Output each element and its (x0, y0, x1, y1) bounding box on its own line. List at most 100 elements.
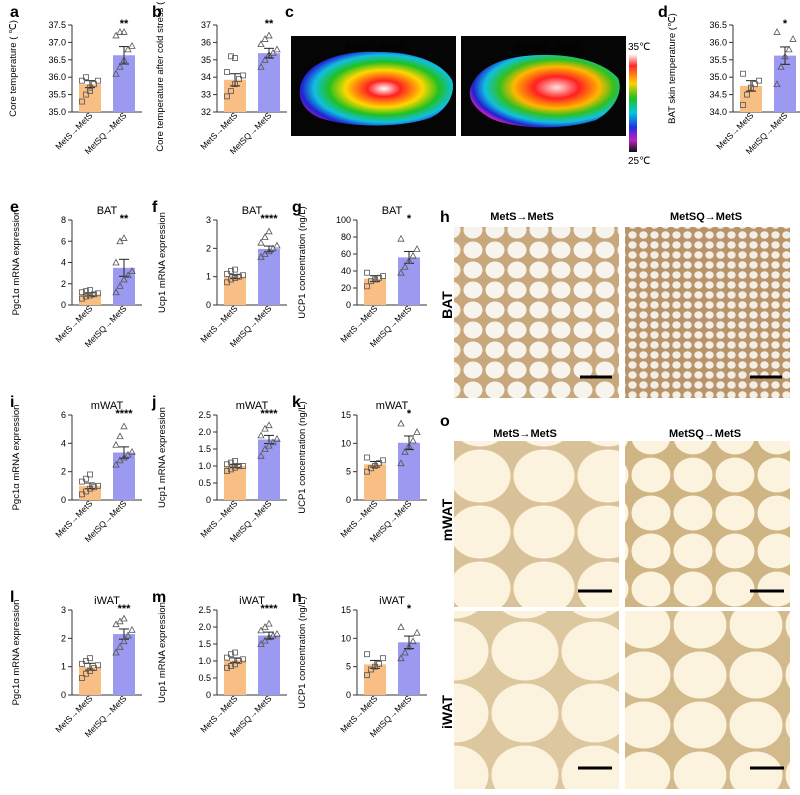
significance-marker: * (407, 213, 412, 225)
y-tick-label: 100 (336, 215, 351, 225)
data-point-triangle (401, 447, 409, 455)
y-tick-label: 0.5 (198, 673, 211, 683)
y-axis-label: Ucp1 mRNA expression (157, 212, 168, 313)
data-point-square (87, 88, 93, 95)
data-point-square (232, 661, 238, 668)
y-tick-label: 34.5 (709, 90, 727, 100)
data-point-triangle (265, 441, 273, 449)
mwat-image-mets (454, 441, 619, 607)
panel-letter-j: j (151, 394, 156, 411)
y-tick-label: 1 (61, 662, 66, 672)
bar-metsq (113, 634, 135, 695)
significance-marker: **** (260, 603, 278, 615)
data-point-triangle (261, 233, 269, 240)
data-point-triangle (261, 55, 269, 63)
data-point-triangle (116, 28, 124, 35)
thermal-mouse-metsq (469, 54, 620, 128)
y-tick-label: 80 (341, 232, 351, 242)
data-point-square (91, 484, 97, 491)
data-point-square (224, 664, 230, 671)
data-point-square (228, 459, 234, 466)
data-point-square (240, 656, 246, 663)
data-point-square (240, 463, 246, 469)
data-point-triangle (120, 614, 128, 622)
data-point-square (364, 651, 370, 658)
y-tick-label: 2.5 (198, 605, 211, 615)
data-point-triangle (261, 35, 269, 42)
y-tick-label: 2 (61, 467, 66, 477)
chart-j: j mWAT 0 0.5 1.0 1.5 2.0 2.5 Ucp1 mRNA expressio… (151, 394, 287, 544)
chart-title: mWAT (376, 400, 409, 412)
bar-mets (364, 464, 386, 500)
data-point-square (380, 655, 386, 662)
bar-metsq (113, 267, 135, 305)
data-point-square (95, 290, 101, 297)
data-point-triangle (273, 45, 281, 53)
data-point-triangle (128, 267, 136, 274)
bat-title-mets: MetS→MetS (490, 211, 554, 223)
thermal-title-metsq: MetSQ→MetS (516, 42, 581, 53)
y-tick-label: 1.5 (198, 444, 211, 454)
data-point-triangle (257, 451, 265, 459)
y-tick-label: 5 (346, 662, 351, 672)
y-axis-label: BAT skin temperature (℃) (667, 13, 678, 124)
y-axis-label: Pgc1α mRNA expression (11, 600, 22, 706)
bar-metsq (398, 442, 420, 500)
bar-metsq (258, 53, 280, 112)
panel-letter-a: a (10, 4, 19, 21)
chart-m: m iWAT 0 0.5 1.0 1.5 2.0 2.5 Ucp1 mRNA expressio… (152, 589, 287, 739)
mwat-image-metsq (625, 441, 790, 607)
panel-letter-i: i (10, 394, 14, 411)
y-axis-label: Core temperature after cold stress ( ℃) (155, 0, 166, 152)
chart-b: b 32 33 34 35 36 37 Core temperature after cold… (152, 0, 287, 156)
chart-g: g BAT 0 20 40 60 80 100 UCP1 concentration (ng/L… (292, 199, 427, 349)
data-point-square (87, 287, 93, 294)
data-point-triangle (777, 62, 785, 70)
data-point-triangle (405, 442, 413, 450)
data-point-square (83, 91, 89, 98)
data-point-square (240, 272, 246, 279)
data-point-triangle (112, 69, 120, 77)
y-tick-label: 36 (201, 37, 211, 47)
y-axis-label: Ucp1 mRNA expression (157, 602, 168, 703)
data-point-triangle (265, 31, 273, 39)
data-point-triangle (124, 631, 132, 639)
y-tick-label: 1 (206, 272, 211, 282)
y-tick-label: 35.5 (48, 90, 66, 100)
data-point-square (232, 649, 238, 656)
panel-letter-g: g (292, 199, 302, 216)
data-point-triangle (116, 432, 124, 440)
data-point-square (232, 457, 238, 464)
data-point-square (364, 454, 370, 461)
data-point-square (91, 81, 97, 88)
thermal-panel: c MetS→MetS MetSQ→MetS 35℃ 25℃ (285, 4, 650, 167)
wat-title-mets: MetS→MetS (493, 428, 557, 440)
y-tick-label: 36.0 (48, 72, 66, 82)
data-point-triangle (261, 445, 269, 452)
bar-metsq (258, 439, 280, 500)
data-point-triangle (112, 440, 120, 448)
panel-letter-m: m (152, 589, 166, 606)
data-point-square (368, 278, 374, 285)
data-point-triangle (397, 459, 405, 467)
y-tick-label: 35.0 (48, 107, 66, 117)
y-tick-label: 2.0 (198, 427, 211, 437)
data-point-square (232, 81, 238, 88)
y-tick-label: 15 (341, 605, 351, 615)
iwat-image-mets (454, 611, 619, 789)
data-point-square (224, 468, 230, 475)
data-point-triangle (397, 268, 405, 276)
y-tick-label: 34.0 (709, 107, 727, 117)
bat-title-metsq: MetSQ→MetS (670, 211, 742, 223)
data-point-triangle (273, 241, 281, 249)
data-point-square (748, 84, 754, 91)
y-tick-label: 36.5 (709, 20, 727, 30)
data-point-square (744, 91, 750, 98)
y-tick-label: 37 (201, 20, 211, 30)
data-point-triangle (128, 42, 136, 49)
y-tick-label: 37.0 (48, 37, 66, 47)
y-tick-label: 8 (61, 215, 66, 225)
bar-mets (224, 466, 246, 500)
